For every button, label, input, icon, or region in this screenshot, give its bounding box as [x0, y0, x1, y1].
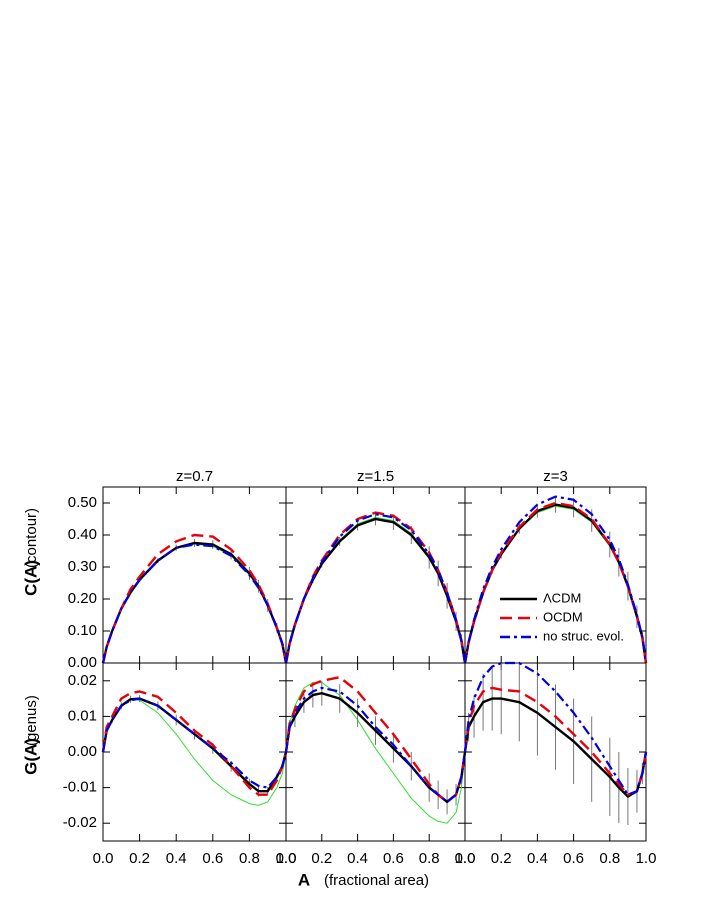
x-tick-label: 0.6 — [383, 850, 404, 867]
series-line — [284, 513, 467, 664]
y-tick-label: 0.01 — [68, 707, 97, 724]
series-line — [101, 690, 288, 796]
panel-frame — [102, 662, 287, 842]
y-axis-note: (contour) — [23, 508, 40, 568]
series-line — [285, 516, 466, 664]
x-tick-label: 0.0 — [93, 850, 114, 867]
y-tick-label: 0.10 — [68, 622, 97, 639]
series-line — [285, 682, 466, 824]
x-axis-label: A — [298, 870, 310, 889]
x-tick-label: 0.6 — [202, 850, 223, 867]
panel-title: z=3 — [543, 468, 568, 485]
x-tick-label: 0.4 — [527, 850, 548, 867]
x-tick-label: 0.2 — [129, 850, 150, 867]
y-tick-label: -0.02 — [63, 814, 97, 831]
series-line — [101, 543, 288, 664]
series-line — [463, 661, 648, 797]
y-axis-note: (genus) — [23, 695, 40, 746]
x-tick-label: 0.4 — [347, 850, 368, 867]
series-line — [463, 495, 648, 664]
y-tick-label: 0.00 — [68, 654, 97, 671]
series-line — [284, 686, 467, 804]
x-tick-label: 0.0 — [455, 850, 476, 867]
x-tick-label: 0.6 — [563, 850, 584, 867]
legend-label: OCDM — [543, 609, 583, 624]
y-tick-label: 0.00 — [68, 743, 97, 760]
series-line — [284, 511, 467, 664]
panel-title: z=0.7 — [176, 468, 213, 485]
x-tick-label: 1.0 — [276, 850, 297, 867]
series-line — [101, 533, 288, 664]
series-line — [284, 517, 467, 664]
panel-frame — [102, 486, 287, 664]
y-tick-label: 0.20 — [68, 590, 97, 607]
series-line — [101, 541, 288, 664]
series-line — [101, 697, 288, 793]
x-axis-note: (fractional area) — [324, 872, 429, 889]
x-tick-label: 0.8 — [599, 850, 620, 867]
x-tick-label: 0.0 — [276, 850, 297, 867]
y-tick-label: 0.50 — [68, 494, 97, 511]
x-tick-label: 0.2 — [491, 850, 512, 867]
series-line — [101, 697, 288, 789]
x-tick-label: 0.4 — [166, 850, 187, 867]
y-axis-label: G(A) — [21, 738, 40, 775]
y-axis-label: C(A) — [21, 560, 40, 596]
y-tick-label: -0.01 — [63, 779, 97, 796]
y-tick-label: 0.40 — [68, 526, 97, 543]
series-line — [463, 501, 648, 664]
x-tick-label: 1.0 — [455, 850, 476, 867]
x-tick-label: 0.2 — [311, 850, 332, 867]
y-tick-label: 0.30 — [68, 558, 97, 575]
x-tick-label: 1.0 — [636, 850, 657, 867]
series-line — [102, 543, 287, 664]
legend-label: ΛCDM — [543, 590, 581, 605]
x-tick-label: 0.8 — [239, 850, 260, 867]
legend-label: no struc. evol. — [543, 628, 624, 643]
x-tick-label: 0.8 — [419, 850, 440, 867]
panel-title: z=1.5 — [357, 468, 394, 485]
y-tick-label: 0.02 — [68, 672, 97, 689]
